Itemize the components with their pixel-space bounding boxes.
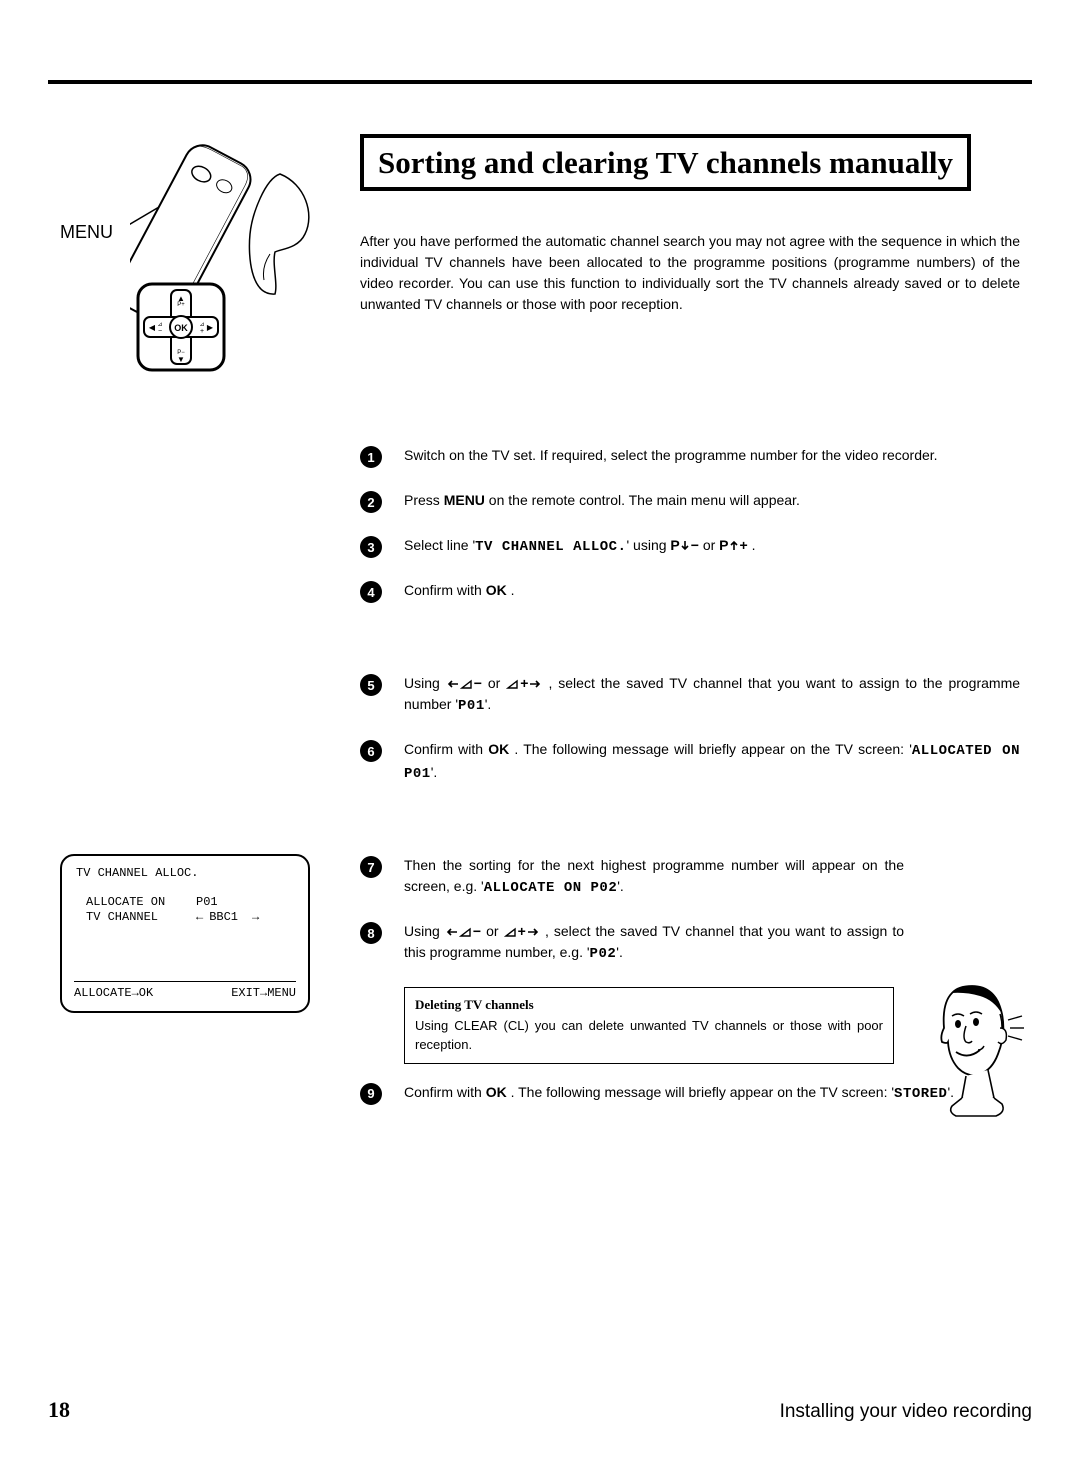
svg-text:−: − — [158, 328, 162, 335]
step-badge-5: 5 — [360, 674, 382, 696]
step-1: 1 Switch on the TV set. If required, sel… — [360, 445, 1020, 468]
step-4-text: Confirm with OK . — [404, 580, 1020, 601]
step-badge-6: 6 — [360, 740, 382, 762]
tip-text: Using CLEAR (CL) you can delete unwanted… — [415, 1017, 883, 1055]
step-badge-3: 3 — [360, 536, 382, 558]
osd-line1a: ALLOCATE ON — [86, 895, 196, 910]
step-3-text: Select line 'TV CHANNEL ALLOC.' using P−… — [404, 535, 1020, 558]
top-rule — [48, 80, 1032, 84]
tip-box: Deleting TV channels Using CLEAR (CL) yo… — [404, 987, 894, 1064]
svg-text:+: + — [200, 328, 204, 335]
intro-text: After you have performed the automatic c… — [360, 231, 1020, 315]
menu-label: MENU — [60, 222, 113, 243]
tip-title: Deleting TV channels — [415, 996, 883, 1015]
step-6-text: Confirm with OK . The following message … — [404, 739, 1020, 785]
step-8-text: Using − or + , select the saved TV chann… — [404, 921, 904, 965]
step-2-text: Press MENU on the remote control. The ma… — [404, 490, 1020, 511]
osd-title: TV CHANNEL ALLOC. — [76, 866, 294, 881]
step-5-text: Using − or + , select the saved TV chann… — [404, 673, 1020, 717]
step-3: 3 Select line 'TV CHANNEL ALLOC.' using … — [360, 535, 1020, 558]
step-7: 7 Then the sorting for the next highest … — [360, 855, 1020, 899]
step-badge-8: 8 — [360, 922, 382, 944]
osd-arrow-right: → — [252, 910, 259, 925]
osd-line2b: BBC1 — [209, 910, 238, 925]
osd-line1b: P01 — [196, 895, 218, 910]
page-title: Sorting and clearing TV channels manuall… — [360, 134, 971, 191]
svg-text:OK: OK — [174, 323, 188, 333]
step-badge-2: 2 — [360, 491, 382, 513]
footer-text: Installing your video recording — [780, 1401, 1032, 1423]
svg-text:◀: ◀ — [149, 323, 156, 332]
step-badge-7: 7 — [360, 856, 382, 878]
step-badge-4: 4 — [360, 581, 382, 603]
step-5: 5 Using − or + , select the saved TV cha… — [360, 673, 1020, 717]
svg-text:▶: ▶ — [207, 323, 214, 332]
step-7-text: Then the sorting for the next highest pr… — [404, 855, 904, 899]
osd-footer-right: EXIT→MENU — [231, 986, 296, 1001]
svg-text:▼: ▼ — [177, 355, 185, 364]
step-badge-9: 9 — [360, 1083, 382, 1105]
svg-text:P+: P+ — [177, 302, 185, 308]
osd-screen: TV CHANNEL ALLOC. ALLOCATE ON P01 TV CHA… — [60, 854, 310, 1013]
remote-illustration: MENU — [60, 134, 320, 384]
step-6: 6 Confirm with OK . The following messag… — [360, 739, 1020, 785]
osd-arrow-left: ← — [196, 910, 203, 925]
step-1-text: Switch on the TV set. If required, selec… — [404, 445, 1020, 466]
remote-svg: OK ▲ P+ P− ▼ ◀ ⊿ − ⊿ + ▶ — [130, 134, 330, 384]
page-number: 18 — [48, 1397, 70, 1423]
osd-footer-left: ALLOCATE→OK — [74, 986, 153, 1001]
step-badge-1: 1 — [360, 446, 382, 468]
step-9: 9 Confirm with OK . The following messag… — [360, 1082, 1020, 1105]
step-2: 2 Press MENU on the remote control. The … — [360, 490, 1020, 513]
osd-line2a: TV CHANNEL — [86, 910, 196, 925]
step-4: 4 Confirm with OK . — [360, 580, 1020, 603]
face-illustration — [922, 978, 1032, 1118]
step-8: 8 Using − or + , select the saved TV cha… — [360, 921, 1020, 965]
